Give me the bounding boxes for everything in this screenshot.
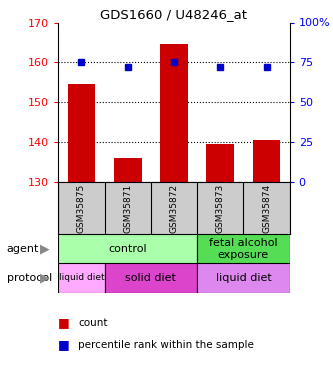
Text: ■: ■ bbox=[58, 316, 70, 329]
Text: ▶: ▶ bbox=[40, 243, 50, 255]
Bar bbox=[58, 264, 105, 292]
Text: agent: agent bbox=[7, 244, 39, 254]
Text: ■: ■ bbox=[58, 339, 70, 351]
Text: count: count bbox=[78, 318, 108, 327]
Text: protocol: protocol bbox=[7, 273, 52, 283]
Text: ▶: ▶ bbox=[40, 272, 50, 285]
Bar bbox=[253, 140, 280, 182]
Text: fetal alcohol
exposure: fetal alcohol exposure bbox=[209, 238, 278, 260]
Text: liquid diet: liquid diet bbox=[215, 273, 271, 283]
Bar bbox=[58, 234, 197, 264]
Text: liquid diet: liquid diet bbox=[59, 273, 104, 282]
Bar bbox=[68, 84, 95, 182]
Bar bbox=[105, 264, 197, 292]
Title: GDS1660 / U48246_at: GDS1660 / U48246_at bbox=[101, 8, 247, 21]
Text: solid diet: solid diet bbox=[126, 273, 176, 283]
Text: GSM35875: GSM35875 bbox=[77, 184, 86, 233]
Text: GSM35872: GSM35872 bbox=[169, 184, 178, 233]
Text: GSM35871: GSM35871 bbox=[123, 184, 132, 233]
Bar bbox=[114, 158, 142, 182]
Text: control: control bbox=[109, 244, 147, 254]
Bar bbox=[197, 234, 290, 264]
Text: percentile rank within the sample: percentile rank within the sample bbox=[78, 340, 254, 350]
Bar bbox=[206, 144, 234, 182]
Text: GSM35873: GSM35873 bbox=[216, 184, 225, 233]
Bar bbox=[197, 264, 290, 292]
Text: GSM35874: GSM35874 bbox=[262, 184, 271, 233]
Bar bbox=[160, 45, 188, 182]
